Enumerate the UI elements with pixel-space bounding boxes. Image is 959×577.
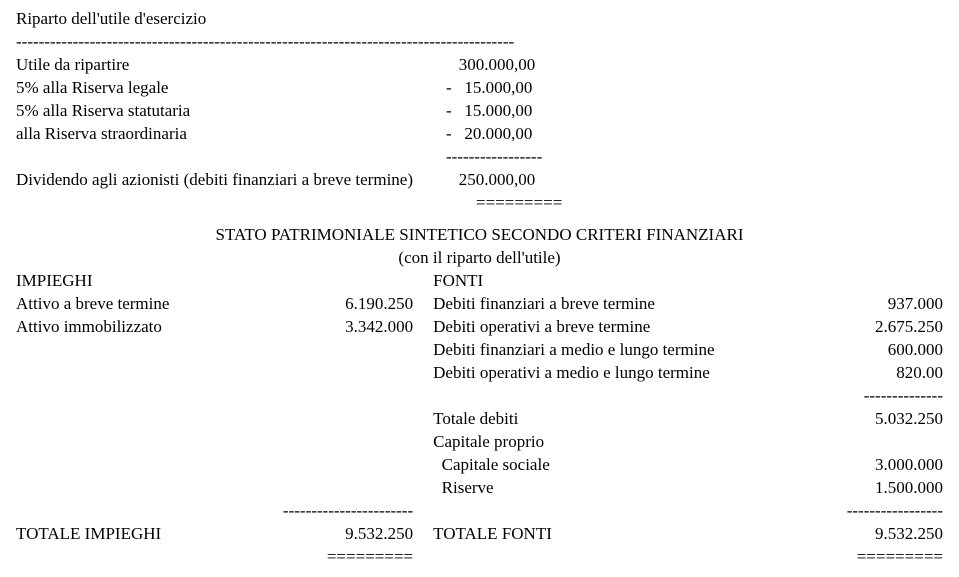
totale-impieghi-value: 9.532.250 <box>229 523 433 546</box>
riparto-label: alla Riserva straordinaria <box>16 123 446 146</box>
capitale-sociale-value: 3.000.000 <box>776 454 943 477</box>
sp-row: Capitale proprio <box>16 431 943 454</box>
totale-debiti-value: 5.032.250 <box>776 408 943 431</box>
riparto-dividendo: Dividendo agli azionisti (debiti finanzi… <box>16 169 943 192</box>
capitale-sociale-label: Capitale sociale <box>433 454 776 477</box>
sep-text: ----------------- <box>446 146 542 169</box>
totale-impieghi-label: TOTALE IMPIEGHI <box>16 523 229 546</box>
left-label: Attivo a breve termine <box>16 293 229 316</box>
right-value: 2.675.250 <box>776 316 943 339</box>
right-label: Debiti finanziari a breve termine <box>433 293 776 316</box>
sp-row: Attivo immobilizzato 3.342.000 Debiti op… <box>16 316 943 339</box>
riparto-row: 5% alla Riserva legale - 15.000,00 <box>16 77 943 100</box>
riparto-value: - 15.000,00 <box>446 77 532 100</box>
riserve-label: Riserve <box>433 477 776 500</box>
sp-title-2: (con il riparto dell'utile) <box>16 247 943 270</box>
sp-sep-row: -------------- <box>16 385 943 408</box>
left-value: 6.190.250 <box>229 293 433 316</box>
right-label: Debiti finanziari a medio e lungo termin… <box>433 339 776 362</box>
sp-row: Attivo a breve termine 6.190.250 Debiti … <box>16 293 943 316</box>
right-label: Debiti operativi a breve termine <box>433 316 776 339</box>
riparto-row: 5% alla Riserva statutaria - 15.000,00 <box>16 100 943 123</box>
sep-text: ========= <box>476 192 562 215</box>
riparto-label: Utile da ripartire <box>16 54 446 77</box>
riparto-label: 5% alla Riserva legale <box>16 77 446 100</box>
dividendo-label: Dividendo agli azionisti (debiti finanzi… <box>16 169 446 192</box>
totale-debiti-label: Totale debiti <box>433 408 776 431</box>
left-value: 3.342.000 <box>229 316 433 339</box>
sp-row: Capitale sociale 3.000.000 <box>16 454 943 477</box>
sep-text: ----------------- <box>776 500 943 523</box>
riparto-sep-top: ----------------------------------------… <box>16 31 943 54</box>
sep-text: ----------------------- <box>229 500 433 523</box>
right-value: 937.000 <box>776 293 943 316</box>
riserve-value: 1.500.000 <box>776 477 943 500</box>
capitale-proprio: Capitale proprio <box>433 431 943 454</box>
riparto-title: Riparto dell'utile d'esercizio <box>16 8 943 31</box>
riparto-value: - 15.000,00 <box>446 100 532 123</box>
sp-row: Totale debiti 5.032.250 <box>16 408 943 431</box>
sep-text: ========= <box>229 546 433 569</box>
riparto-value: 300.000,00 <box>446 54 535 77</box>
sp-row: Debiti operativi a medio e lungo termine… <box>16 362 943 385</box>
right-label: Debiti operativi a medio e lungo termine <box>433 362 776 385</box>
sp-table: IMPIEGHI FONTI Attivo a breve termine 6.… <box>16 270 943 568</box>
riparto-sep-eq: ========= <box>16 192 943 215</box>
riparto-sep-mid: ----------------- <box>16 146 943 169</box>
totale-fonti-label: TOTALE FONTI <box>433 523 776 546</box>
right-value: 820.00 <box>776 362 943 385</box>
sp-eq-row: ========= ========= <box>16 546 943 569</box>
riparto-row: alla Riserva straordinaria - 20.000,00 <box>16 123 943 146</box>
totale-fonti-value: 9.532.250 <box>776 523 943 546</box>
impieghi-header: IMPIEGHI <box>16 270 433 293</box>
riparto-value: - 20.000,00 <box>446 123 532 146</box>
sp-header-row: IMPIEGHI FONTI <box>16 270 943 293</box>
riparto-row: Utile da ripartire 300.000,00 <box>16 54 943 77</box>
sp-row: Riserve 1.500.000 <box>16 477 943 500</box>
fonti-header: FONTI <box>433 270 943 293</box>
riparto-label: 5% alla Riserva statutaria <box>16 100 446 123</box>
left-label: Attivo immobilizzato <box>16 316 229 339</box>
right-value: 600.000 <box>776 339 943 362</box>
sp-row: Debiti finanziari a medio e lungo termin… <box>16 339 943 362</box>
sp-sep-row: ----------------------- ----------------… <box>16 500 943 523</box>
sep-text: -------------- <box>776 385 943 408</box>
dividendo-value: 250.000,00 <box>446 169 535 192</box>
sp-total-row: TOTALE IMPIEGHI 9.532.250 TOTALE FONTI 9… <box>16 523 943 546</box>
sep-text: ========= <box>776 546 943 569</box>
sp-title-1: STATO PATRIMONIALE SINTETICO SECONDO CRI… <box>16 224 943 247</box>
